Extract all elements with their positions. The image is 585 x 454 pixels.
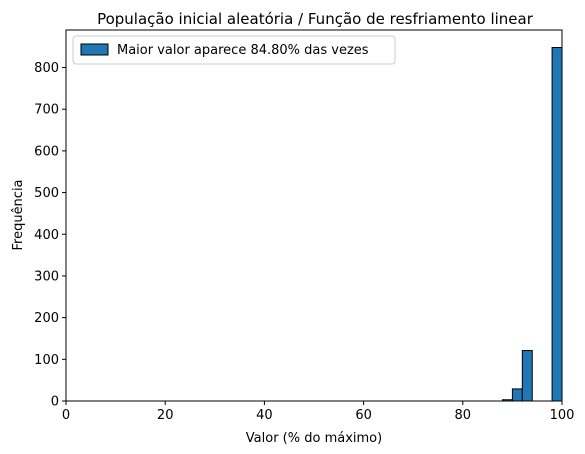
- x-tick-label: 100: [550, 408, 575, 423]
- plot-frame: [65, 29, 563, 402]
- y-tick-label: 700: [34, 103, 59, 118]
- x-tick-label: 40: [256, 408, 273, 423]
- y-tick-label: 600: [34, 144, 59, 159]
- x-axis-label: Valor (% do máximo): [246, 431, 382, 446]
- y-tick-label: 500: [34, 186, 59, 201]
- legend-box: [72, 35, 396, 65]
- legend-label: Maior valor aparece 84.80% das vezes: [117, 43, 369, 58]
- legend-swatch: [80, 43, 109, 56]
- y-ticks-group: 0 100 200 300 400 500 600 700 800: [34, 61, 66, 410]
- histogram-bar: [521, 350, 533, 402]
- x-tick-label: 80: [455, 408, 472, 423]
- legend: Maior valor aparece 84.80% das vezes: [72, 35, 396, 65]
- y-tick-label: 800: [34, 61, 59, 76]
- y-tick-label: 300: [34, 269, 59, 284]
- y-tick-label: 0: [51, 395, 59, 410]
- y-tick-label: 100: [34, 353, 59, 368]
- chart-title: População inicial aleatória / Função de …: [97, 10, 534, 28]
- x-tick-label: 0: [62, 408, 70, 423]
- x-ticks-group: 0 20 40 60 80 100: [62, 401, 575, 423]
- histogram-bar: [511, 388, 523, 402]
- y-tick-label: 200: [34, 311, 59, 326]
- histogram-bar: [551, 47, 563, 402]
- x-tick-label: 20: [157, 408, 174, 423]
- y-axis-label: Frequência: [11, 179, 26, 250]
- bars-group: [501, 47, 563, 402]
- x-tick-label: 60: [355, 408, 372, 423]
- y-tick-label: 400: [34, 228, 59, 243]
